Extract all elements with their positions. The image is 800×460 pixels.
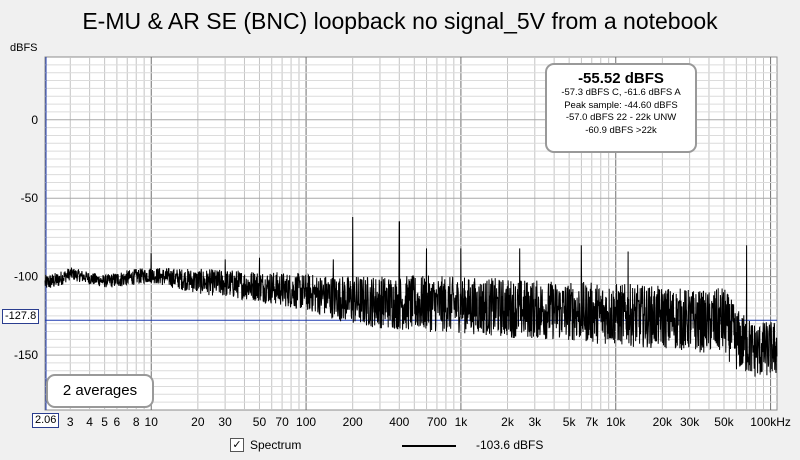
y-tick-label: -150 [14, 348, 38, 362]
rms-level: -55.52 dBFS [578, 70, 664, 87]
x-tick-label: 2k [501, 415, 515, 429]
unweighted-level: -57.0 dBFS 22 - 22k UNW [565, 112, 677, 123]
x-tick-label: 400 [389, 415, 409, 429]
y-tick-labels: 0 -50 -100 -150 [14, 113, 38, 362]
x-tick-label: 5k [563, 415, 577, 429]
x-tick-label: 30k [680, 415, 700, 429]
peak-sample: Peak sample: -44.60 dBFS [564, 99, 678, 111]
spectrum-trace [44, 216, 778, 377]
averages-box: 2 averages [46, 374, 154, 408]
y-cursor-label[interactable]: -127.8 [2, 309, 40, 324]
x-tick-label: 20k [653, 415, 673, 429]
x-tick-label: 3 [67, 415, 74, 429]
x-tick-label: 200 [343, 415, 363, 429]
x-tick-label: 100 [296, 415, 316, 429]
x-tick-label: 7k [585, 415, 599, 429]
x-tick-labels: 3 4 5 6 8 10 20 30 50 70 100 200 400 700 1k 2k 3k 5k 7k 10k… [67, 415, 791, 429]
y-tick-label: 0 [31, 113, 38, 127]
x-tick-label: 700 [427, 415, 447, 429]
x-tick-label: 6 [114, 415, 121, 429]
legend-line-swatch [402, 445, 456, 447]
legend-series-label: Spectrum [250, 438, 302, 452]
x-tick-label: 70 [275, 415, 289, 429]
y-tick-label: -50 [21, 191, 39, 205]
x-tick-label: 3k [528, 415, 542, 429]
x-tick-label: 4 [86, 415, 93, 429]
x-tick-label: 30 [218, 415, 232, 429]
x-tick-label: 5 [101, 415, 108, 429]
y-tick-label: -100 [14, 270, 38, 284]
x-tick-label: 20 [191, 415, 205, 429]
spectrum-checkbox[interactable]: ✓ [230, 438, 244, 452]
measurement-box: -55.52 dBFS -57.3 dBFS C, -61.6 dBFS A P… [545, 63, 697, 153]
chart-title: E-MU & AR SE (BNC) loopback no signal_5V… [82, 8, 718, 34]
x-tick-label: 50 [253, 415, 267, 429]
x-tick-label: 10 [145, 415, 159, 429]
x-tick-label: 8 [133, 415, 140, 429]
y-axis-unit: dBFS [10, 42, 38, 54]
x-tick-label: 10k [606, 415, 626, 429]
above-22k-level: -60.9 dBFS >22k [585, 124, 657, 136]
weighted-levels: -57.3 dBFS C, -61.6 dBFS A [561, 87, 681, 98]
x-tick-label: 100kHz [750, 415, 791, 429]
x-cursor-label[interactable]: 2.06 [32, 413, 60, 428]
legend-series-value: -103.6 dBFS [476, 438, 544, 452]
x-tick-label: 1k [455, 415, 469, 429]
x-tick-label: 50k [714, 415, 734, 429]
